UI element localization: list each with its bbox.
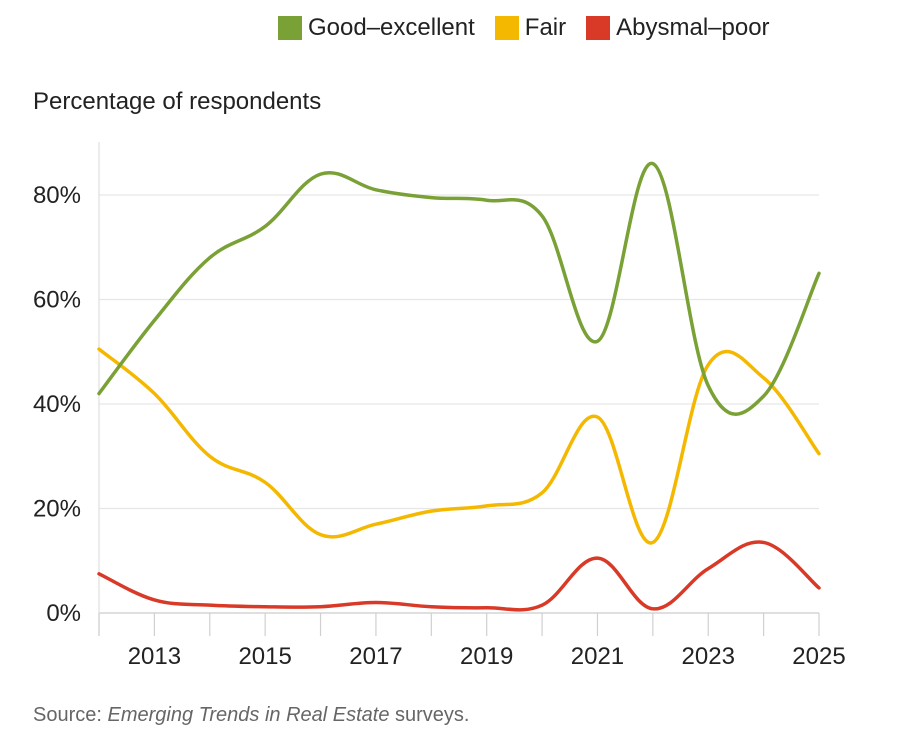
x-tick-label: 2013 [128, 643, 181, 670]
legend-item-fair: Fair [494, 14, 567, 42]
x-tick-label: 2017 [349, 643, 402, 670]
x-tick-label: 2025 [792, 643, 845, 670]
x-tick-label: 2023 [682, 643, 735, 670]
y-tick-label: 80% [33, 182, 81, 209]
y-tick-label: 40% [33, 391, 81, 418]
series-line-abysmal-poor [97, 540, 821, 612]
y-axis-title: Percentage of respondents [33, 88, 322, 115]
legend-swatch-good-excellent [278, 16, 302, 40]
series-line-good-excellent [97, 161, 821, 416]
legend-swatch-abysmal-poor [586, 16, 611, 40]
source-title: Emerging Trends in Real Estate [107, 704, 390, 726]
source-prefix: Source: [33, 704, 108, 726]
x-tick-label: 2015 [238, 643, 291, 670]
x-tick-label: 2021 [571, 643, 624, 670]
legend-label-abysmal-poor: Abysmal–poor [616, 14, 770, 41]
y-tick-label: 0% [46, 600, 81, 627]
legend-swatch-fair [494, 16, 519, 40]
series-line-fair [97, 347, 821, 545]
source-suffix: surveys. [389, 704, 470, 726]
chart-legend: Good–excellent Fair Abysmal–poor [278, 14, 770, 42]
y-tick-label: 60% [33, 287, 81, 314]
legend-item-abysmal-poor: Abysmal–poor [586, 14, 770, 42]
legend-label-good-excellent: Good–excellent [308, 14, 475, 41]
line-chart: 0% 20% 40% 60% 80% 2013 2015 2017 2019 2021 2023 20… [33, 142, 846, 670]
y-tick-label: 20% [33, 496, 81, 523]
legend-item-good-excellent: Good–excellent [278, 14, 475, 42]
legend-label-fair: Fair [524, 14, 567, 41]
source-note: Source: Emerging Trends in Real Estate s… [33, 704, 470, 727]
x-tick-label: 2019 [460, 643, 513, 670]
